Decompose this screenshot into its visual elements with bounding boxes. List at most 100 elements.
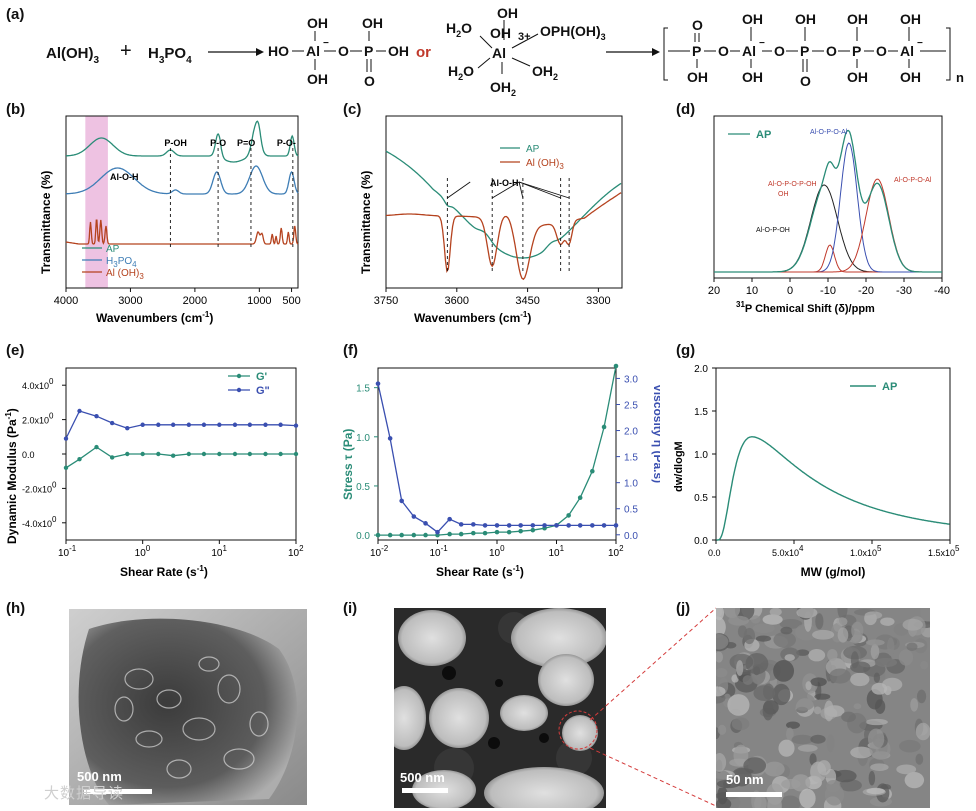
data-point: [411, 532, 417, 538]
data-point: [518, 523, 523, 528]
series-line-g2: [65, 410, 297, 439]
y-axis-title: Transmittance (%): [359, 171, 373, 274]
tem-grain: [902, 618, 923, 631]
data-point: [278, 422, 283, 427]
tem-grain: [743, 627, 756, 645]
tem-image-h: 500 nm: [69, 609, 307, 805]
reaction-scheme: Al(OH)3 + H3PO4 HO Al − OH OH O P OH O O…: [46, 5, 964, 98]
tem-grain: [904, 771, 925, 789]
data-point: [217, 451, 222, 457]
tem-grain: [896, 764, 917, 775]
svg-text:−: −: [917, 38, 923, 49]
tem-grain: [870, 763, 889, 771]
legend-label: AP: [882, 381, 897, 393]
data-point: [94, 444, 99, 450]
tem-grain: [850, 746, 873, 759]
data-point: [63, 465, 69, 470]
panel-label-f: (f): [343, 342, 358, 359]
tem-grain: [767, 794, 782, 808]
y-tick-label: 2.0x100: [22, 412, 54, 426]
reactant-h3po4: H3PO4: [148, 45, 192, 66]
tem-image-j: 50 nm: [716, 608, 930, 808]
series-h3po4-line: [65, 165, 299, 195]
legend-marker: [236, 387, 242, 393]
tem-image-i: 500 nm: [394, 608, 606, 808]
svg-text:Al: Al: [306, 43, 320, 59]
annotation-arrow: [518, 181, 570, 199]
annotation-arrow: [491, 181, 520, 199]
tem-grain: [874, 699, 886, 714]
structure-blue: Al-O-P-O-Al: [810, 129, 848, 136]
tem-grain: [736, 660, 744, 676]
svg-text:OH: OH: [742, 11, 763, 27]
tem-grain: [898, 649, 914, 666]
tem-grain: [754, 795, 767, 808]
data-point: [387, 436, 393, 441]
data-point: [566, 523, 571, 528]
y-tick-label-left: 0.0: [356, 531, 370, 542]
data-point: [577, 495, 583, 501]
data-point: [247, 451, 253, 457]
data-point: [140, 422, 145, 427]
structure-red-2: Al-O-P-O-Al: [894, 177, 932, 184]
data-point: [387, 532, 393, 538]
tem-grain: [815, 613, 824, 630]
structure-text: Al-O-P-OH: [756, 227, 790, 234]
tem-grain: [868, 770, 876, 786]
plus-sign: +: [120, 40, 132, 62]
tem-grain: [792, 693, 816, 711]
tem-grain: [797, 744, 818, 752]
x-tick-label: 4000: [54, 295, 78, 307]
tem-grain: [920, 608, 930, 622]
x-tick-label: 101: [549, 544, 565, 559]
tem-grain: [716, 798, 732, 808]
tem-grain: [723, 608, 741, 619]
x-tick-label: 500: [282, 295, 300, 307]
y-tick-label-left: 1.5: [356, 384, 370, 395]
y-tick-label-right: 0.5: [624, 505, 638, 516]
tem-grain: [780, 626, 793, 635]
data-point: [590, 523, 595, 528]
data-point: [232, 451, 238, 457]
panel-label-g: (g): [676, 342, 696, 359]
data-point: [435, 529, 440, 535]
tem-grain: [784, 654, 795, 661]
plot-frame: [385, 115, 623, 289]
x-axis-title: MW (g/mol): [801, 565, 866, 579]
data-point: [482, 523, 488, 528]
x-tick-label: 3000: [118, 295, 142, 307]
tem-grain: [882, 677, 903, 692]
structure-text: OH: [778, 191, 789, 198]
tem-grain: [836, 617, 848, 627]
tem-grain: [915, 722, 930, 741]
tem-grain: [716, 779, 741, 789]
data-point: [590, 468, 595, 474]
annotation-arrow: [447, 181, 471, 199]
tem-grain: [742, 675, 754, 685]
data-point: [263, 451, 268, 457]
structure-text: Al-O-P-O-Al: [894, 177, 932, 184]
tem-grain: [837, 627, 849, 643]
svg-text:Al: Al: [742, 43, 756, 59]
data-point: [201, 422, 207, 427]
data-point: [399, 532, 404, 538]
svg-text:P: P: [800, 43, 809, 59]
data-point: [170, 453, 176, 458]
data-point: [263, 422, 268, 427]
annotation-label: Al-O-H: [110, 172, 139, 182]
x-tick-label: -10: [820, 285, 836, 297]
scale-bar-label-h: 500 nm: [77, 769, 122, 784]
tem-grain: [814, 693, 831, 700]
x-tick-label: 20: [708, 285, 720, 297]
series-ap-line: [714, 129, 942, 273]
annotation-label: Al-O-H: [490, 178, 519, 188]
tem-grain: [867, 728, 885, 750]
data-point: [125, 451, 130, 457]
x-tick-label: -30: [896, 285, 912, 297]
tem-grain: [866, 787, 885, 795]
panel-label-h: (h): [6, 600, 26, 617]
data-point: [458, 531, 464, 537]
data-point: [109, 420, 115, 426]
y-tick-label-right: 1.0: [624, 479, 638, 490]
